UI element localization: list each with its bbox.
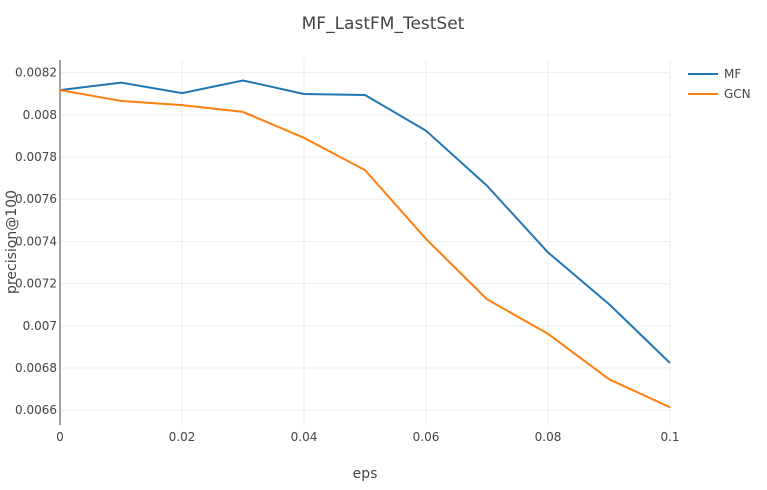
x-tick-label: 0.02 <box>169 430 196 444</box>
legend: MF GCN <box>688 67 751 101</box>
y-tick-label: 0.008 <box>23 108 57 122</box>
y-axis-label: precision@100 <box>4 190 20 294</box>
y-tick-label: 0.0074 <box>15 234 57 248</box>
x-tick-label: 0.06 <box>413 430 440 444</box>
x-axis-label: eps <box>353 466 378 482</box>
legend-label: MF <box>724 67 741 81</box>
series-line-gcn <box>59 89 671 409</box>
y-tick-label: 0.0082 <box>15 66 57 80</box>
y-axis-ticks: 0.0066 0.0068 0.007 0.0072 0.0074 0.0076 0.007… <box>15 66 57 418</box>
y-tick-label: 0.007 <box>23 319 57 333</box>
series-lines <box>59 79 671 409</box>
x-tick-label: 0.1 <box>660 430 679 444</box>
series-line-mf <box>59 79 671 364</box>
grid-lines <box>60 60 671 425</box>
y-tick-label: 0.0066 <box>15 403 57 417</box>
chart-title: MF_LastFM_TestSet <box>302 14 465 34</box>
y-tick-label: 0.0076 <box>15 192 57 206</box>
legend-item-mf[interactable]: MF <box>688 67 741 81</box>
legend-item-gcn[interactable]: GCN <box>688 87 751 101</box>
y-tick-label: 0.0078 <box>15 150 57 164</box>
y-tick-label: 0.0068 <box>15 361 57 375</box>
y-tick-label: 0.0072 <box>15 277 57 291</box>
x-tick-label: 0 <box>56 430 64 444</box>
legend-label: GCN <box>724 87 751 101</box>
x-tick-label: 0.08 <box>535 430 562 444</box>
x-axis-ticks: 0 0.02 0.04 0.06 0.08 0.1 <box>56 430 679 444</box>
x-tick-label: 0.04 <box>291 430 318 444</box>
